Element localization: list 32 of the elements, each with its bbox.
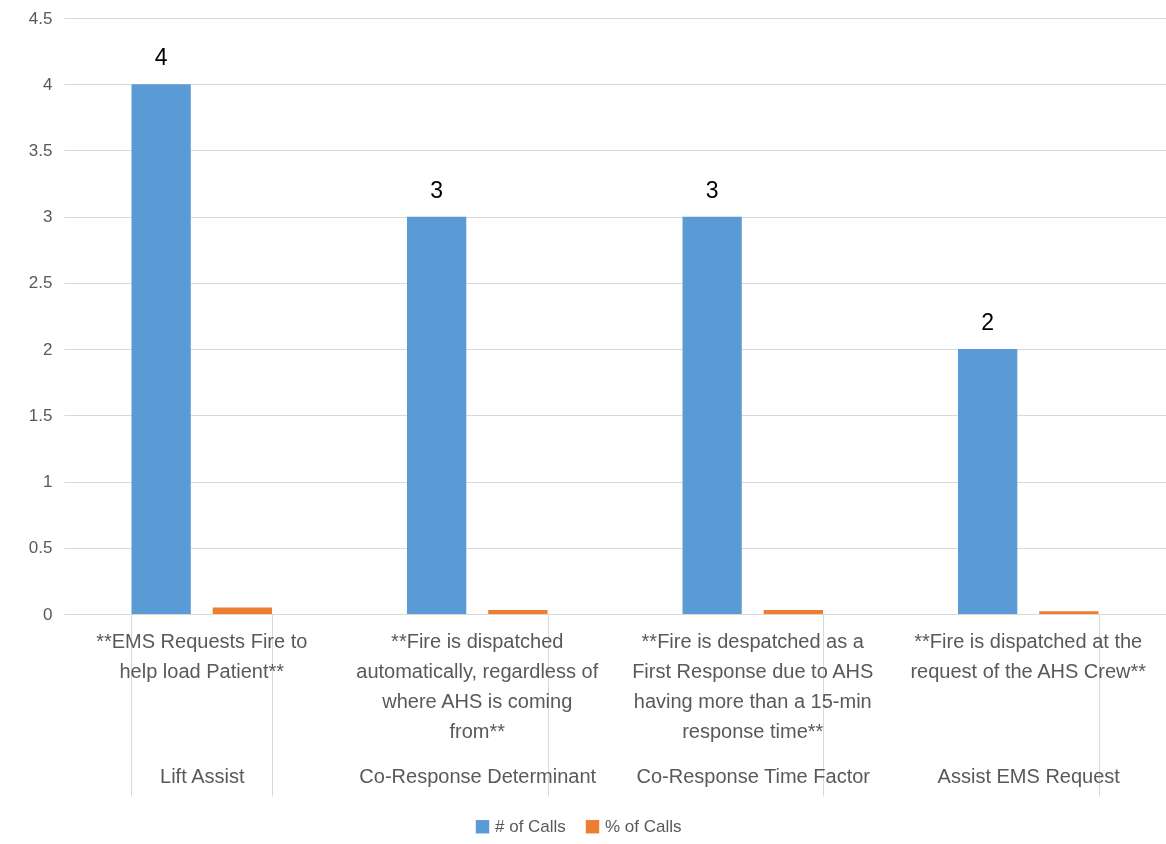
text: **Fire is despatched as a First Response due to AHS having more than a 15-min response time** — [632, 630, 874, 742]
text: **EMS Requests Fire to help load Patient** — [96, 630, 308, 682]
data-label: 2 — [981, 309, 995, 336]
bar — [958, 349, 1018, 614]
y-tick-label: 3.5 — [28, 140, 53, 160]
y-tick-label: 2.5 — [28, 273, 53, 293]
y-tick-label: 1 — [43, 472, 53, 492]
x-tick-label: Lift Assist — [160, 764, 245, 787]
text: **Fire is dispatched automatically, regardless of where AHS is coming from** — [356, 630, 599, 742]
bar — [1039, 611, 1099, 614]
bar — [212, 607, 272, 614]
text: **Fire is dispatched at the request of the AHS Crew** — [910, 630, 1147, 682]
bar — [682, 216, 742, 614]
data-label: 3 — [705, 176, 719, 203]
bar — [407, 216, 467, 614]
legend-label: % of Calls — [605, 816, 682, 836]
y-tick-label: 4.5 — [28, 8, 53, 28]
y-tick-label: 3 — [43, 207, 53, 227]
y-tick-label: 4 — [43, 74, 53, 94]
y-tick-label: 2 — [43, 339, 53, 359]
y-tick-label: 0.5 — [28, 538, 53, 558]
data-label: 4 — [154, 44, 168, 71]
x-tick-label: Assist EMS Request — [937, 764, 1121, 787]
y-tick-label: 1.5 — [28, 405, 53, 425]
x-tick-label: Co-Response Time Factor — [636, 764, 871, 787]
legend-label: # of Calls — [495, 816, 566, 836]
bar — [131, 84, 191, 614]
bar — [488, 610, 548, 614]
y-tick-label: 0 — [43, 604, 53, 624]
data-label: 3 — [430, 176, 444, 203]
x-tick-label: Co-Response Determinant — [359, 764, 597, 787]
bar — [763, 610, 823, 614]
